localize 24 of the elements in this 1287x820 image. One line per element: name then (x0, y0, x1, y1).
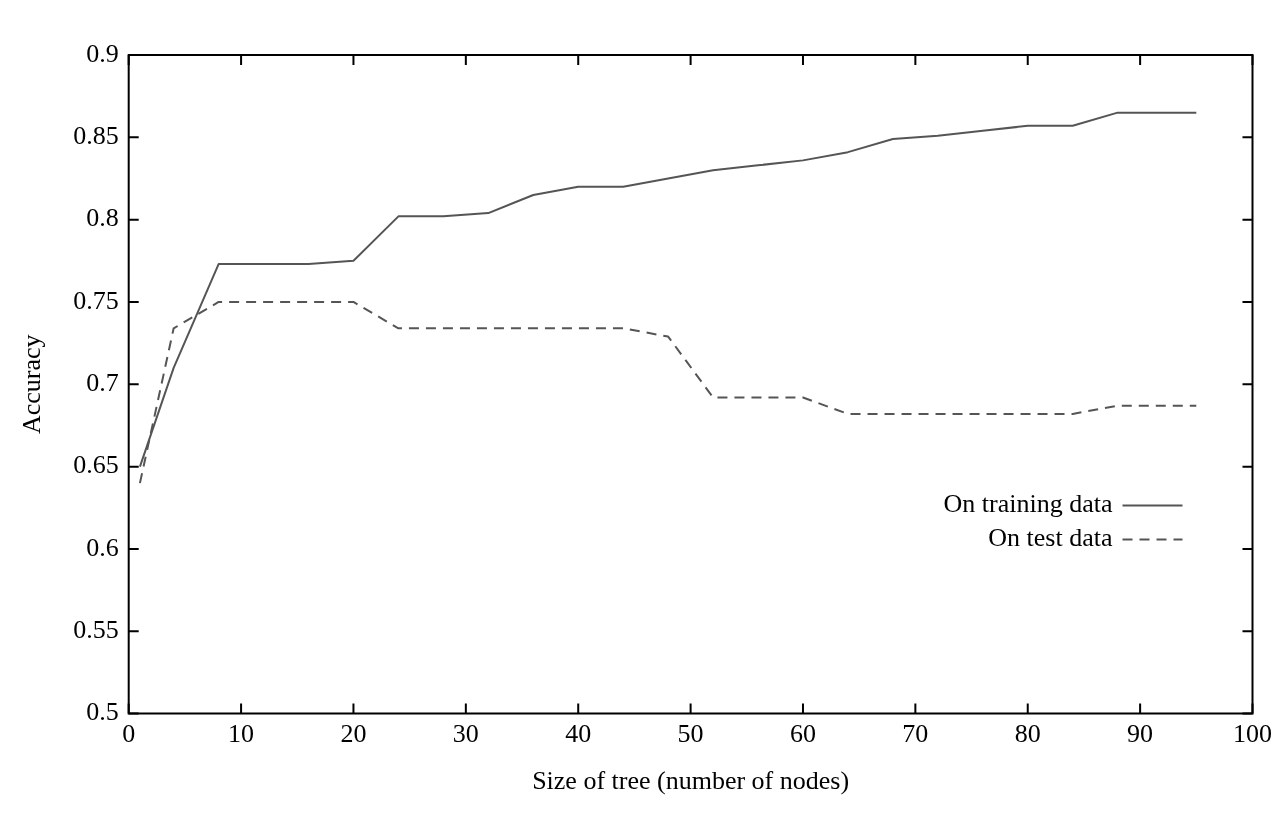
y-axis-title: Accuracy (17, 334, 47, 435)
y-tick-label: 0.75 (73, 285, 119, 315)
y-tick-label: 0.55 (73, 615, 119, 645)
x-tick-label: 40 (565, 719, 592, 749)
x-tick-label: 70 (902, 719, 929, 749)
y-tick-label: 0.5 (86, 697, 119, 727)
x-tick-label: 20 (340, 719, 367, 749)
x-tick-label: 0 (122, 719, 136, 749)
legend-label: On training data (943, 489, 1113, 519)
x-tick-label: 10 (228, 719, 255, 749)
x-tick-label: 90 (1127, 719, 1154, 749)
x-tick-label: 100 (1233, 719, 1272, 749)
y-tick-label: 0.8 (86, 203, 119, 233)
x-tick-label: 80 (1014, 719, 1041, 749)
x-tick-label: 50 (677, 719, 704, 749)
y-tick-label: 0.85 (73, 121, 119, 151)
legend-label: On test data (988, 523, 1113, 553)
y-tick-label: 0.9 (86, 38, 119, 68)
x-tick-label: 30 (452, 719, 479, 749)
y-tick-label: 0.65 (73, 450, 119, 480)
x-tick-label: 60 (789, 719, 816, 749)
x-axis-title: Size of tree (number of nodes) (532, 766, 850, 796)
y-tick-label: 0.6 (86, 532, 119, 562)
y-tick-label: 0.7 (86, 368, 119, 398)
